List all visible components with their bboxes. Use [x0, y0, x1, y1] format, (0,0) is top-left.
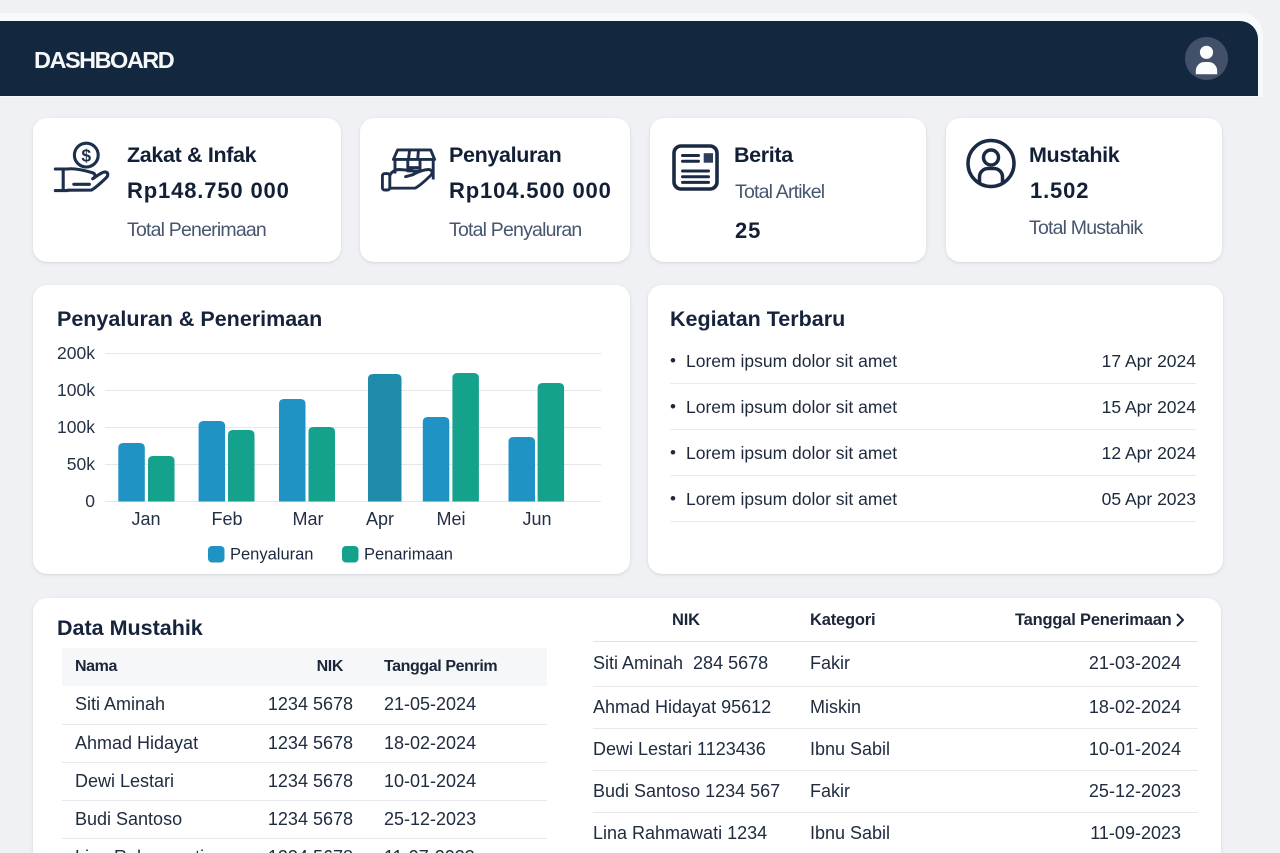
svg-text:50k: 50k [67, 454, 95, 474]
svg-text:200k: 200k [57, 343, 95, 363]
svg-text:Penyaluran: Penyaluran [230, 546, 313, 564]
svg-text:Jun: Jun [522, 509, 551, 529]
svg-text:100k: 100k [57, 380, 95, 400]
svg-text:0: 0 [85, 491, 95, 511]
svg-text:Penarimaan: Penarimaan [364, 546, 453, 564]
svg-text:Feb: Feb [211, 509, 242, 529]
svg-text:100k: 100k [57, 417, 95, 437]
svg-text:Mei: Mei [436, 509, 465, 529]
svg-text:$: $ [81, 146, 91, 166]
svg-text:Jan: Jan [131, 509, 160, 529]
svg-text:Apr: Apr [366, 509, 394, 529]
svg-text:Mar: Mar [293, 509, 324, 529]
